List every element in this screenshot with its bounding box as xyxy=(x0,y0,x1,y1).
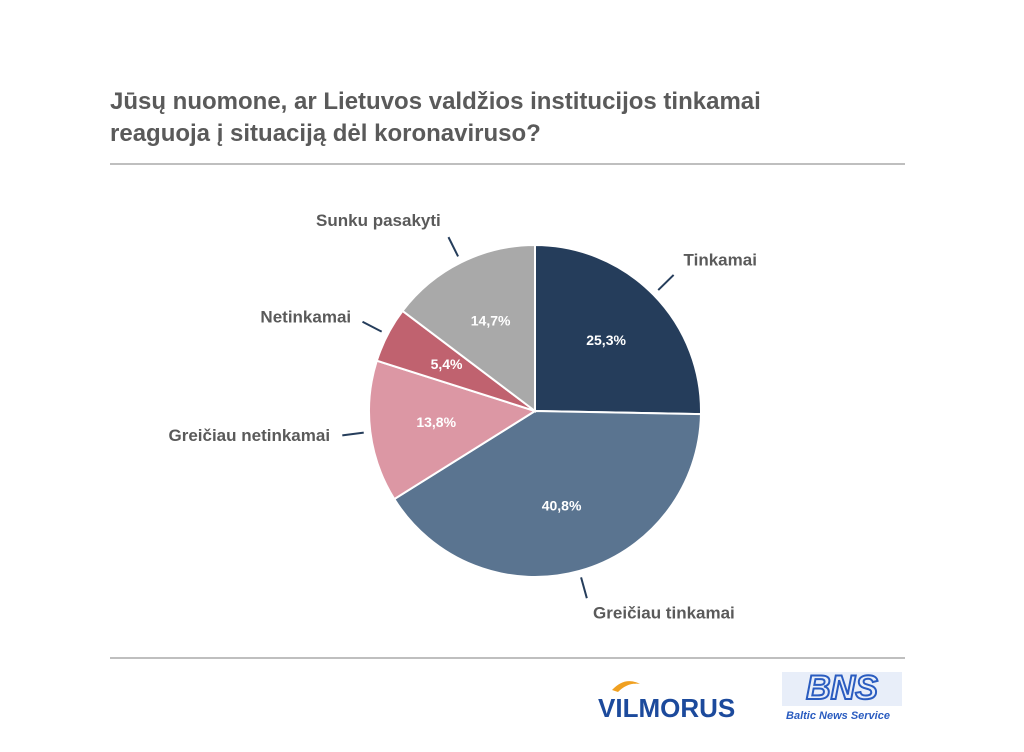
logo-vilmorus: VILMORUS xyxy=(598,681,735,723)
logo-bns: BNS Baltic News Service xyxy=(782,668,902,722)
chart-title: Jūsų nuomone, ar Lietuvos valdžios insti… xyxy=(110,88,761,147)
logo-box xyxy=(782,672,902,706)
leader-line xyxy=(580,577,588,599)
logo-text: VILMORUS xyxy=(598,693,735,723)
pie-slice xyxy=(392,409,702,578)
logo-caption: Baltic News Service xyxy=(786,710,890,722)
logo-swoosh xyxy=(612,681,640,692)
pie-slice xyxy=(368,359,538,501)
value-label: 40,8% xyxy=(542,498,582,514)
pie-slice xyxy=(534,243,702,416)
logo-text: BNS xyxy=(806,669,878,707)
category-label: Tinkamai xyxy=(684,251,757,270)
category-label: Greičiau netinkamai xyxy=(168,426,330,445)
leader-line xyxy=(657,274,675,291)
category-label: Sunku pasakyti xyxy=(316,211,441,230)
leader-line xyxy=(342,431,364,437)
pie-slice xyxy=(401,243,536,414)
leader-line xyxy=(362,320,383,333)
value-label: 5,4% xyxy=(431,356,463,372)
value-label: 25,3% xyxy=(586,332,626,348)
leader-line xyxy=(447,236,459,257)
value-label: 13,8% xyxy=(416,414,456,430)
value-label: 14,7% xyxy=(471,313,511,329)
category-label: Netinkamai xyxy=(260,307,351,326)
category-label: Greičiau tinkamai xyxy=(593,604,735,623)
